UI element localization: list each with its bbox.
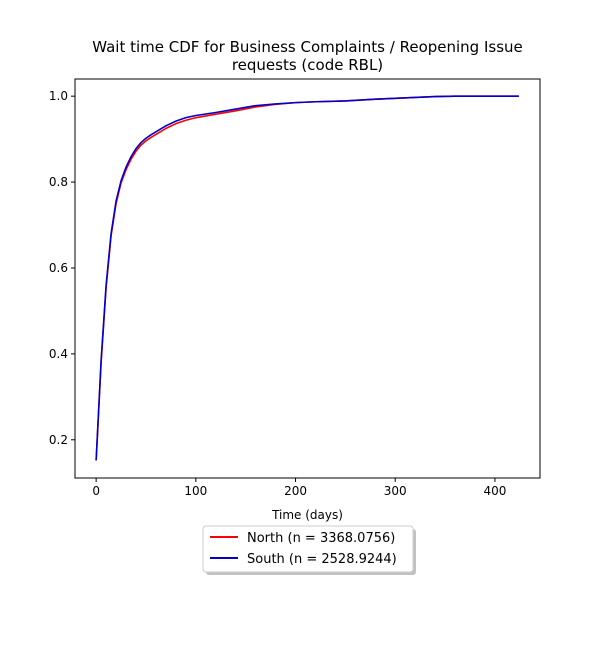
y-axis: 0.2 0.4 0.6 0.8 1.0 bbox=[49, 89, 75, 447]
series-line-north bbox=[95, 95, 519, 461]
series-layer bbox=[95, 95, 519, 461]
y-tick-label: 1.0 bbox=[49, 89, 68, 103]
x-tick-label: 200 bbox=[284, 484, 307, 498]
plot-frame bbox=[74, 78, 541, 479]
y-tick-label: 0.6 bbox=[49, 261, 68, 275]
legend: North (n = 3368.0756) South (n = 2528.92… bbox=[202, 525, 416, 575]
x-tick-label: 100 bbox=[184, 484, 207, 498]
x-axis-label: Time (days) bbox=[271, 508, 343, 522]
chart-title: Wait time CDF for Business Complaints / … bbox=[92, 38, 523, 56]
legend-label-south: South (n = 2528.9244) bbox=[247, 552, 397, 567]
legend-box bbox=[202, 525, 414, 573]
y-tick-label: 0.8 bbox=[49, 175, 68, 189]
y-tick-label: 0.2 bbox=[49, 433, 68, 447]
y-tick-label: 0.4 bbox=[49, 347, 68, 361]
legend-label-north: North (n = 3368.0756) bbox=[247, 531, 395, 546]
series-line-south bbox=[95, 95, 519, 461]
x-axis: 0 100 200 300 400 bbox=[92, 478, 506, 498]
chart-subtitle: requests (code RBL) bbox=[232, 56, 383, 74]
x-tick-label: 400 bbox=[483, 484, 506, 498]
x-tick-label: 0 bbox=[92, 484, 100, 498]
x-tick-label: 300 bbox=[384, 484, 407, 498]
